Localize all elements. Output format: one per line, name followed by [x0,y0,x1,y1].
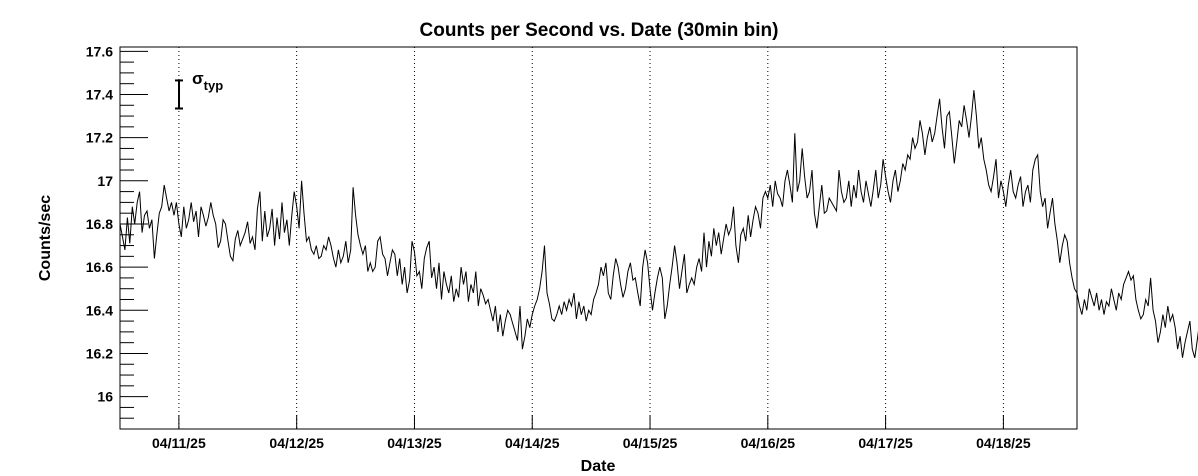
y-tick-label: 17.4 [86,86,113,102]
x-axis: 04/11/25 04/12/25 04/13/25 04/14/25 04/15/25… [152,415,1031,451]
x-tick-label: 04/14/25 [505,435,560,451]
x-tick-label: 04/11/25 [152,435,206,451]
y-tick-label: 16.8 [86,216,113,232]
sigma-label: σtyp [192,69,223,93]
x-axis-label: Date [581,458,616,475]
series-line [119,90,1198,358]
x-tick-label: 04/13/25 [387,435,442,451]
x-tick-label: 04/15/25 [623,435,678,451]
y-tick-label: 16.2 [86,345,113,361]
sigma-symbol: σ [192,69,204,88]
grid-lines [178,47,1004,429]
sigma-typ-marker: σtyp [175,69,223,110]
x-tick-label: 04/17/25 [858,435,913,451]
y-tick-label: 16.6 [86,259,113,275]
x-tick-label: 04/18/25 [976,435,1031,451]
y-tick-label: 17 [97,173,113,189]
y-tick-label: 16 [97,389,113,405]
x-tick-label: 04/16/25 [741,435,796,451]
y-tick-label: 16.4 [86,302,113,318]
sigma-subscript: typ [204,78,224,93]
x-tick-label: 04/12/25 [269,435,324,451]
y-axis-label: Counts/sec [37,195,54,281]
y-tick-label: 17.6 [86,43,113,59]
y-tick-label: 17.2 [86,130,113,146]
y-axis: 16 16.2 16.4 16.6 16.8 17 17.2 17.4 17.6 [86,43,148,430]
series-layer [119,90,1198,358]
chart-title: Counts per Second vs. Date (30min bin) [420,20,779,41]
plot-frame [119,46,1078,430]
